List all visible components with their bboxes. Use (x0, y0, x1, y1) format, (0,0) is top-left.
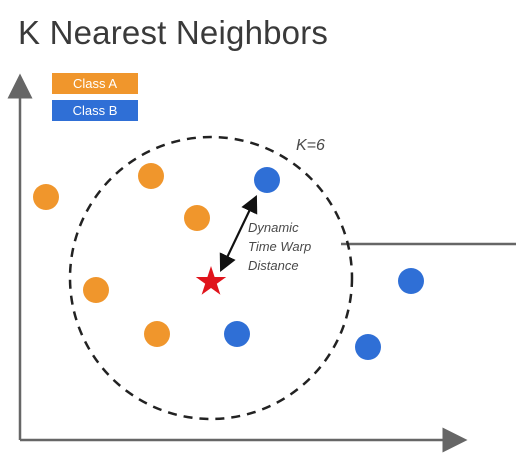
class-b-point (355, 334, 381, 360)
query-point-star (195, 266, 227, 295)
class-b-point (254, 167, 280, 193)
class-b-point (398, 268, 424, 294)
class-a-point (138, 163, 164, 189)
class-a-point (83, 277, 109, 303)
distance-label-line-1: Dynamic (248, 220, 299, 235)
class-a-point (184, 205, 210, 231)
distance-arrow (219, 195, 258, 272)
diagram-title: K Nearest Neighbors (18, 14, 329, 51)
distance-label-line-2: Time Warp (248, 239, 311, 254)
k-neighborhood-circle (68, 135, 354, 421)
k-label: K=6 (296, 137, 325, 154)
distance-label-line-3: Distance (248, 258, 299, 273)
class-a-point (144, 321, 170, 347)
legend-class-a: Class A (52, 73, 138, 94)
class-a-point (33, 184, 59, 210)
legend-class-b: Class B (52, 100, 138, 121)
class-b-point (224, 321, 250, 347)
